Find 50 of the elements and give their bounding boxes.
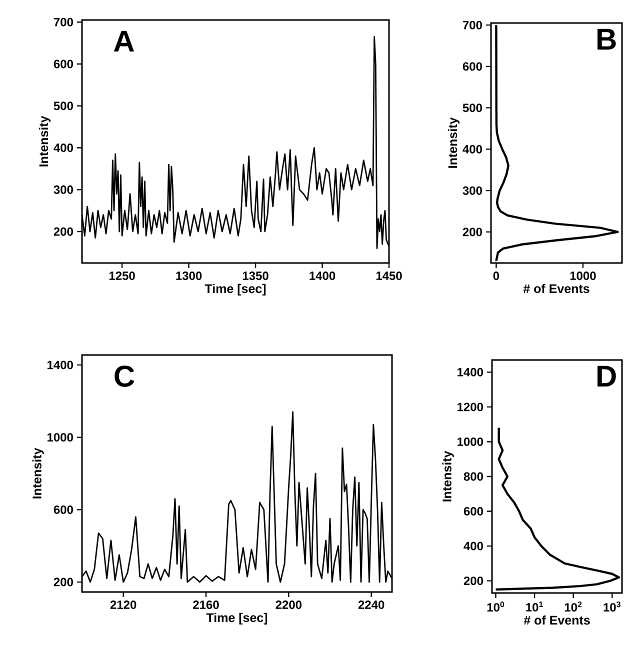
y-tick-label: 600 xyxy=(54,505,74,514)
y-tick-label: 200 xyxy=(464,576,484,586)
y-tick-label: 300 xyxy=(54,185,74,194)
y-tick-label: 700 xyxy=(54,18,74,26)
annotation: A xyxy=(114,30,134,52)
annotation: B xyxy=(598,28,616,50)
y-tick-label: 1000 xyxy=(48,433,74,442)
x-axis-title: Time [sec] xyxy=(206,612,268,625)
x-tick-label: 10$^{1}$ xyxy=(526,602,544,612)
x-tick-label: 10$^{0}$ xyxy=(488,602,504,612)
x-axis-title: # of Events xyxy=(524,284,590,294)
y-tick-label: 1400 xyxy=(458,368,484,376)
x-tick-label: 10$^{3}$ xyxy=(604,602,621,612)
x-tick-label: 1000 xyxy=(570,272,596,280)
x-tick-label: 2200 xyxy=(276,600,302,610)
x-axis-title: # of Events xyxy=(524,615,590,625)
y-tick-label: 1200 xyxy=(458,402,484,412)
x-tick-label: 1300 xyxy=(176,272,202,280)
y-tick-label: 200 xyxy=(54,227,74,236)
annotation: C xyxy=(114,366,134,387)
x-tick-label: 1450 xyxy=(376,272,402,280)
y-tick-label: 500 xyxy=(54,102,74,110)
y-tick-label: 600 xyxy=(463,62,482,71)
y-tick-label: 200 xyxy=(463,228,482,236)
x-tick-label: 2120 xyxy=(110,600,136,610)
y-tick-label: 1000 xyxy=(458,437,484,446)
y-axis-title: Intensity xyxy=(39,116,51,166)
x-tick-label: 2240 xyxy=(358,600,384,610)
x-tick-label: 1350 xyxy=(243,272,269,280)
x-tick-label: 1250 xyxy=(110,272,136,280)
x-tick-label: 0 xyxy=(494,272,500,280)
x-axis-title: Time [sec] xyxy=(205,284,266,296)
y-tick-label: 600 xyxy=(464,507,484,516)
x-tick-label: 2160 xyxy=(193,600,220,610)
y-tick-label: 200 xyxy=(54,578,74,586)
y-tick-label: 600 xyxy=(54,60,74,68)
y-tick-label: 400 xyxy=(54,144,74,152)
y-axis-title: Intensity xyxy=(442,450,454,502)
y-tick-label: 500 xyxy=(463,104,482,112)
y-axis-title: Intensity xyxy=(448,117,460,168)
y-tick-label: 1400 xyxy=(48,360,74,370)
y-tick-label: 800 xyxy=(464,472,484,481)
y-axis-title: Intensity xyxy=(32,448,44,498)
y-tick-label: 700 xyxy=(463,20,482,30)
annotation: D xyxy=(598,366,616,386)
x-tick-label: 1400 xyxy=(310,272,336,280)
y-tick-label: 400 xyxy=(464,542,484,550)
x-tick-label: 10$^{2}$ xyxy=(565,602,582,612)
y-tick-label: 400 xyxy=(462,144,482,154)
y-tick-label: 300 xyxy=(462,186,482,195)
